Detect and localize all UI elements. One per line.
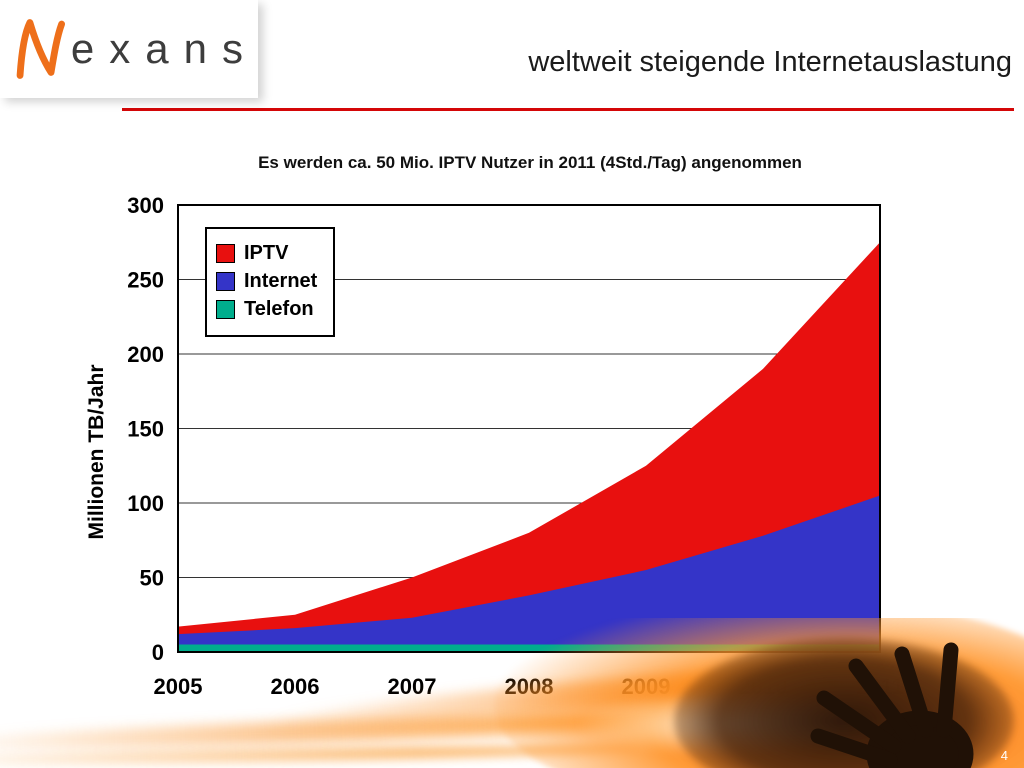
legend-swatch-telefon [216,299,235,319]
page-number: 4 [1000,748,1008,763]
x-tick-label: 2011 [856,674,904,699]
area-telefon [178,644,880,652]
y-tick-label: 100 [127,491,164,516]
legend-item: Internet [216,270,317,292]
page-title: weltweit steigende Internetauslastung [528,46,1012,78]
nexans-logo: exans [0,0,258,98]
legend-swatch-iptv [216,243,235,263]
x-tick-label: 2007 [388,674,437,699]
y-tick-label: 50 [140,566,164,591]
flame-streak [0,742,641,768]
area-internet [178,495,880,652]
y-tick-label: 250 [127,268,164,293]
y-tick-label: 150 [127,417,164,442]
legend-swatch-internet [216,271,235,291]
x-tick-label: 2009 [622,674,671,699]
chart-title: Es werden ca. 50 Mio. IPTV Nutzer in 201… [258,153,802,172]
flame-streak [0,705,741,757]
legend-item: Telefon [216,298,317,320]
y-tick-label: 300 [127,193,164,218]
y-tick-label: 0 [152,640,164,665]
legend-label-iptv: IPTV [244,242,289,264]
y-tick-label: 200 [127,342,164,367]
x-tick-label: 2008 [505,674,554,699]
header-divider [122,108,1014,111]
x-tick-label: 2010 [739,674,788,699]
chart-area: 0 50 100 150 200 250 300 2005 2006 2007 2008 2009 20… [100,190,910,710]
legend-label-telefon: Telefon [244,298,314,320]
chart-legend: IPTV Internet Telefon [205,227,336,337]
area-iptv [178,242,880,652]
legend-item: IPTV [216,242,317,264]
x-tick-label: 2006 [271,674,320,699]
nexans-logo-icon [16,19,66,79]
logo-letters: exans [70,25,258,72]
legend-label-internet: Internet [244,270,318,292]
x-tick-label: 2005 [154,674,203,699]
stacked-area-chart: 0 50 100 150 200 250 300 2005 2006 2007 2008 2009 20… [127,193,904,699]
